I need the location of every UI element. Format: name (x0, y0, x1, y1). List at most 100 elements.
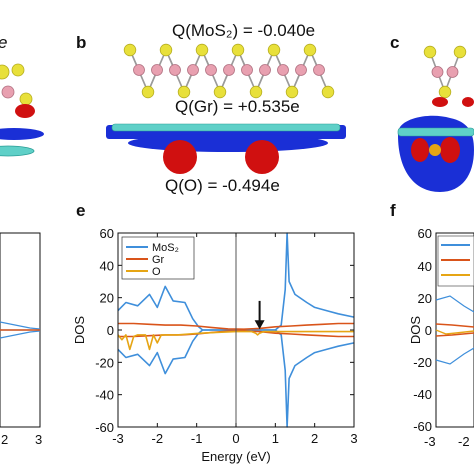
x-tick-label: -2 (152, 431, 164, 446)
tick-label: 60 (418, 226, 432, 241)
series-line-o-4 (117, 330, 354, 351)
sulfur-atom (123, 43, 137, 57)
dos-trace (435, 323, 474, 328)
oxygen-charge-red (245, 140, 279, 174)
tick-label: 3 (35, 432, 42, 447)
panel-a-structure: e (0, 33, 44, 157)
dos-trace (0, 330, 41, 339)
y-tick-label: -20 (95, 355, 114, 370)
x-axis-label: Energy (eV) (201, 449, 270, 464)
tick-label: -3 (424, 434, 436, 449)
sulfur-atom (321, 85, 335, 99)
series-line-mos-1 (117, 329, 355, 428)
sulfur-atom (267, 43, 281, 57)
molybdenum-atom (151, 64, 163, 76)
graphene-layer (111, 123, 341, 132)
panel-e: e -3 -2 -1 0 1 2 3 -60 -40 -20 0 20 40 60 Energy (eV) D… (72, 201, 358, 464)
sulfur-atom (231, 43, 245, 57)
annotation-arrow-head (254, 320, 265, 330)
panel-d-partial-plot: 2 3 (0, 232, 42, 447)
charge-density-red (411, 138, 429, 162)
mos2-layer (423, 45, 467, 99)
charge-density-blue (128, 134, 328, 152)
tick-label: 0 (425, 323, 432, 338)
charge-density-red (440, 137, 460, 163)
oxygen-atom (429, 144, 441, 156)
tick-label: 40 (418, 259, 432, 274)
charge-label-graphene: Q(Gr) = +0.535e (175, 97, 300, 116)
sulfur-atom (303, 43, 317, 57)
x-tick-label: 3 (350, 431, 357, 446)
legend-entry: MoS₂ (152, 242, 179, 254)
x-tick-label: -1 (191, 431, 203, 446)
molybdenum-atom (277, 64, 289, 76)
legend-entry: O (152, 266, 161, 278)
tick-label: -60 (413, 419, 432, 434)
tick-label: 20 (418, 291, 432, 306)
x-tick-label: 0 (232, 431, 239, 446)
molybdenum-atom (446, 66, 459, 78)
dos-trace (435, 295, 474, 313)
molybdenum-atom (295, 64, 307, 76)
sulfur-atom (453, 45, 467, 59)
dos-trace (435, 332, 474, 337)
y-tick-label: 60 (100, 226, 114, 241)
tick-label: -40 (413, 387, 432, 402)
charge-density-red (462, 97, 474, 107)
molybdenum-atom (133, 64, 145, 76)
sulfur-atom (195, 43, 209, 57)
x-tick-label: 1 (272, 431, 279, 446)
graphene-layer (0, 145, 35, 157)
sulfur-atom (285, 85, 299, 99)
x-tick-label: 2 (311, 431, 318, 446)
molybdenum-atom (1, 85, 15, 99)
y-tick-label: 0 (107, 323, 114, 338)
molybdenum-atom (187, 64, 199, 76)
panel-label-e: e (76, 201, 85, 220)
panel-label-c: c (390, 33, 399, 52)
charge-label-oxygen: Q(O) = -0.494e (165, 176, 280, 195)
oxygen-charge-red (163, 140, 197, 174)
molybdenum-atom (259, 64, 271, 76)
sulfur-atom (0, 64, 10, 80)
y-axis-label: DOS (72, 316, 87, 345)
y-tick-label: 20 (100, 291, 114, 306)
sulfur-atom (249, 85, 263, 99)
sulfur-atom (177, 85, 191, 99)
charge-density-red (15, 104, 35, 118)
graphene-layer (397, 127, 474, 137)
sulfur-atom (19, 92, 33, 106)
sulfur-atom (213, 85, 227, 99)
tick-label: -20 (413, 355, 432, 370)
molybdenum-atom (205, 64, 217, 76)
y-tick-label: -40 (95, 388, 114, 403)
dos-trace (435, 347, 474, 365)
dos-trace (435, 329, 474, 335)
panel-f-partial-plot: f DOS 60 40 20 0 -20 -40 -60 -3 -2 (390, 201, 474, 449)
molybdenum-atom (431, 66, 444, 78)
mos2-layer (123, 43, 335, 99)
legend-entry: Gr (152, 254, 165, 266)
panel-label-b: b (76, 33, 86, 52)
sulfur-atom (423, 45, 437, 59)
panel-a-partial-text: e (0, 33, 7, 52)
dos-chart: -3 -2 -1 0 1 2 3 -60 -40 -20 0 20 40 60 Energy (eV) DOS… (72, 226, 358, 464)
sulfur-atom (11, 63, 25, 77)
y-tick-label: -60 (95, 420, 114, 435)
y-axis-label: DOS (408, 316, 423, 345)
molybdenum-atom (223, 64, 235, 76)
panel-label-f: f (390, 201, 396, 220)
tick-label: -2 (458, 434, 470, 449)
sulfur-atom (159, 43, 173, 57)
sulfur-atom (141, 85, 155, 99)
charge-density-red (432, 97, 448, 107)
molybdenum-atom (313, 64, 325, 76)
sulfur-atom (438, 85, 452, 99)
tick-label: 2 (1, 432, 8, 447)
charge-density-blue (0, 128, 44, 140)
panel-c: c (390, 33, 474, 192)
dos-trace (0, 321, 41, 330)
molybdenum-atom (241, 64, 253, 76)
x-tick-label: -3 (112, 431, 124, 446)
panel-b: b Q(MoS₂) = -0.040e Q(Gr) = +0.535e Q(O)… (76, 21, 346, 195)
